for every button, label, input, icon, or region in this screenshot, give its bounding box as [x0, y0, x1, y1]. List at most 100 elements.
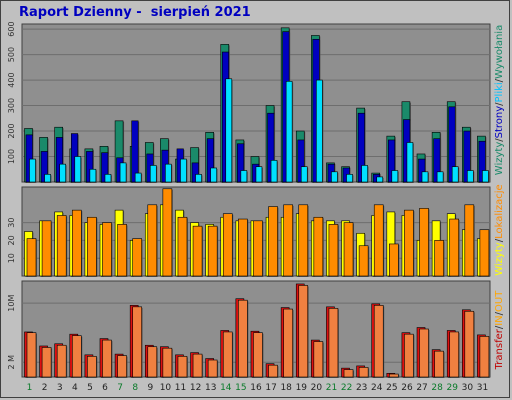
y-tick-label-top: 400 — [7, 72, 16, 87]
legend-top-part: Wizyty — [494, 142, 505, 176]
bar-top-s2 — [270, 160, 278, 183]
bar-top-s2 — [451, 166, 459, 183]
bar-top-s2 — [29, 158, 36, 183]
bar-bottom-s1 — [177, 356, 188, 378]
x-tick-label: 17 — [265, 383, 276, 393]
x-tick-label: 29 — [447, 383, 459, 393]
page-title: Raport Dzienny - sierpień 2021 — [19, 5, 251, 20]
bar-top-s2 — [255, 166, 263, 183]
y-tick-label-top: 500 — [7, 47, 16, 62]
bar-bottom-s1 — [434, 350, 444, 378]
y-tick-label-middle: 30 — [7, 218, 16, 228]
bar-top-s2 — [74, 156, 82, 183]
bar-middle-s1 — [449, 218, 460, 277]
bar-middle-s1 — [222, 213, 233, 277]
bar-bottom-s1 — [117, 355, 127, 378]
bar-bottom-s1 — [147, 346, 158, 378]
x-tick-label: 3 — [57, 383, 63, 393]
bar-top-s2 — [134, 172, 142, 183]
bar-top-s2 — [59, 163, 66, 183]
bar-bottom-s1 — [26, 332, 37, 378]
bar-bottom-s1 — [389, 373, 399, 378]
x-tick-label: 22 — [341, 383, 352, 393]
bar-middle-s1 — [56, 215, 67, 277]
bar-middle-s1 — [313, 216, 324, 277]
x-tick-label: 23 — [356, 383, 367, 393]
x-tick-label: 10 — [160, 383, 172, 393]
bar-bottom-s1 — [479, 336, 490, 378]
bar-middle-s1 — [253, 220, 263, 277]
bar-middle-s1 — [238, 218, 248, 277]
x-tick-label: 6 — [102, 383, 108, 393]
bar-middle-s1 — [328, 224, 339, 277]
bar-top-s2 — [406, 142, 414, 183]
bar-middle-s1 — [404, 209, 414, 277]
y-tick-label-middle: 20 — [7, 235, 16, 245]
legend-bottom-part: / — [494, 311, 505, 315]
bar-bottom-s1 — [132, 306, 142, 378]
bar-bottom-s1 — [419, 328, 429, 378]
x-tick-label: 7 — [117, 383, 123, 393]
bar-top-s2 — [376, 176, 384, 183]
legend-middle: Wizyty/Lokalizacje — [494, 184, 505, 275]
bar-bottom-s1 — [449, 331, 460, 378]
x-tick-label: 16 — [250, 383, 262, 393]
bar-middle-s1 — [283, 204, 293, 277]
legend-top-part: Pliki — [494, 82, 505, 102]
bar-bottom-s1 — [358, 367, 369, 378]
x-tick-label: 21 — [326, 383, 337, 393]
bar-middle-s1 — [268, 206, 278, 277]
bar-bottom-s1 — [283, 308, 293, 378]
bar-bottom-s1 — [162, 347, 173, 378]
bar-middle-s1 — [41, 220, 52, 277]
legend-bottom-part: Transfer — [494, 328, 505, 370]
bar-bottom-s1 — [102, 339, 112, 378]
legend-top-part: / — [494, 138, 505, 142]
y-tick-label-bottom: 2 M — [7, 355, 16, 370]
x-tick-label: 11 — [175, 383, 186, 393]
x-tick-label: 15 — [235, 383, 246, 393]
bar-bottom-s1 — [207, 359, 218, 378]
bar-middle-s1 — [26, 238, 37, 277]
y-tick-label-bottom: 10M — [7, 295, 16, 312]
bar-bottom-s1 — [87, 356, 97, 378]
y-tick-label-top: 100 — [7, 149, 16, 164]
bar-bottom-s1 — [268, 364, 278, 378]
x-tick-label: 26 — [401, 383, 413, 393]
bar-top-s2 — [421, 171, 429, 183]
bar-top-s2 — [436, 171, 444, 183]
bar-bottom-s1 — [343, 369, 354, 378]
legend-top-part: / — [494, 102, 505, 106]
bar-top-s2 — [331, 171, 338, 183]
x-tick-label: 24 — [371, 383, 383, 393]
bar-bottom-s1 — [253, 332, 263, 378]
x-tick-label: 4 — [72, 383, 78, 393]
bar-top-s2 — [89, 168, 97, 183]
x-tick-label: 1 — [27, 383, 33, 393]
bar-top-s2 — [467, 170, 474, 183]
legend-bottom: Transfer/IN/OUT — [494, 290, 505, 371]
bar-top-s2 — [180, 158, 187, 183]
bar-top-s2 — [285, 81, 293, 183]
bar-middle-s1 — [207, 225, 218, 277]
bar-top-s2 — [165, 163, 172, 183]
bar-bottom-s1 — [222, 331, 233, 378]
y-tick-label-top: 300 — [7, 98, 16, 113]
x-tick-label: 13 — [205, 383, 216, 393]
legend-middle-part: Lokalizacje — [494, 184, 505, 239]
bar-middle-s1 — [479, 229, 490, 277]
bar-bottom-s1 — [192, 353, 203, 378]
bar-top-s2 — [240, 170, 248, 183]
bar-bottom-s1 — [41, 347, 52, 378]
legend-bottom-part: OUT — [494, 290, 505, 312]
bar-top-s2 — [104, 174, 112, 183]
bar-middle-s1 — [389, 243, 399, 277]
bar-top-s2 — [44, 174, 51, 183]
x-tick-label: 8 — [132, 383, 138, 393]
legend-middle-part: Wizyty — [494, 242, 505, 276]
bar-top-s2 — [225, 78, 233, 183]
bar-bottom-s1 — [328, 308, 339, 378]
bar-top-s2 — [361, 165, 368, 183]
bar-middle-s1 — [434, 240, 444, 277]
bar-middle-s1 — [464, 204, 475, 277]
